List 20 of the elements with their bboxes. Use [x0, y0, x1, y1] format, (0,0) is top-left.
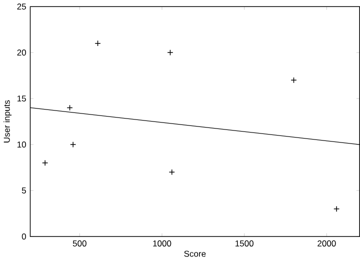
- x-axis-title: Score: [184, 250, 206, 257]
- y-tick-label: 5: [22, 187, 26, 194]
- point: [167, 49, 174, 56]
- x-tick-label: 1000: [153, 240, 172, 246]
- point: [42, 160, 48, 166]
- y-tick-label: 10: [17, 141, 26, 148]
- point: [66, 104, 73, 111]
- y-tick-label: 15: [17, 95, 26, 102]
- point: [290, 76, 297, 84]
- x-tick-label: 500: [72, 240, 86, 246]
- y-tick-label: 25: [17, 3, 26, 10]
- point: [94, 40, 101, 46]
- x-tick-label: 2000: [318, 240, 336, 246]
- y-axis-title: User inputs: [4, 100, 12, 142]
- point: [70, 141, 76, 148]
- point: [334, 206, 340, 212]
- y-tick-label: 0: [22, 233, 26, 240]
- point: [168, 168, 175, 176]
- x-tick-label: 1500: [236, 240, 254, 246]
- y-tick-label: 20: [17, 49, 26, 56]
